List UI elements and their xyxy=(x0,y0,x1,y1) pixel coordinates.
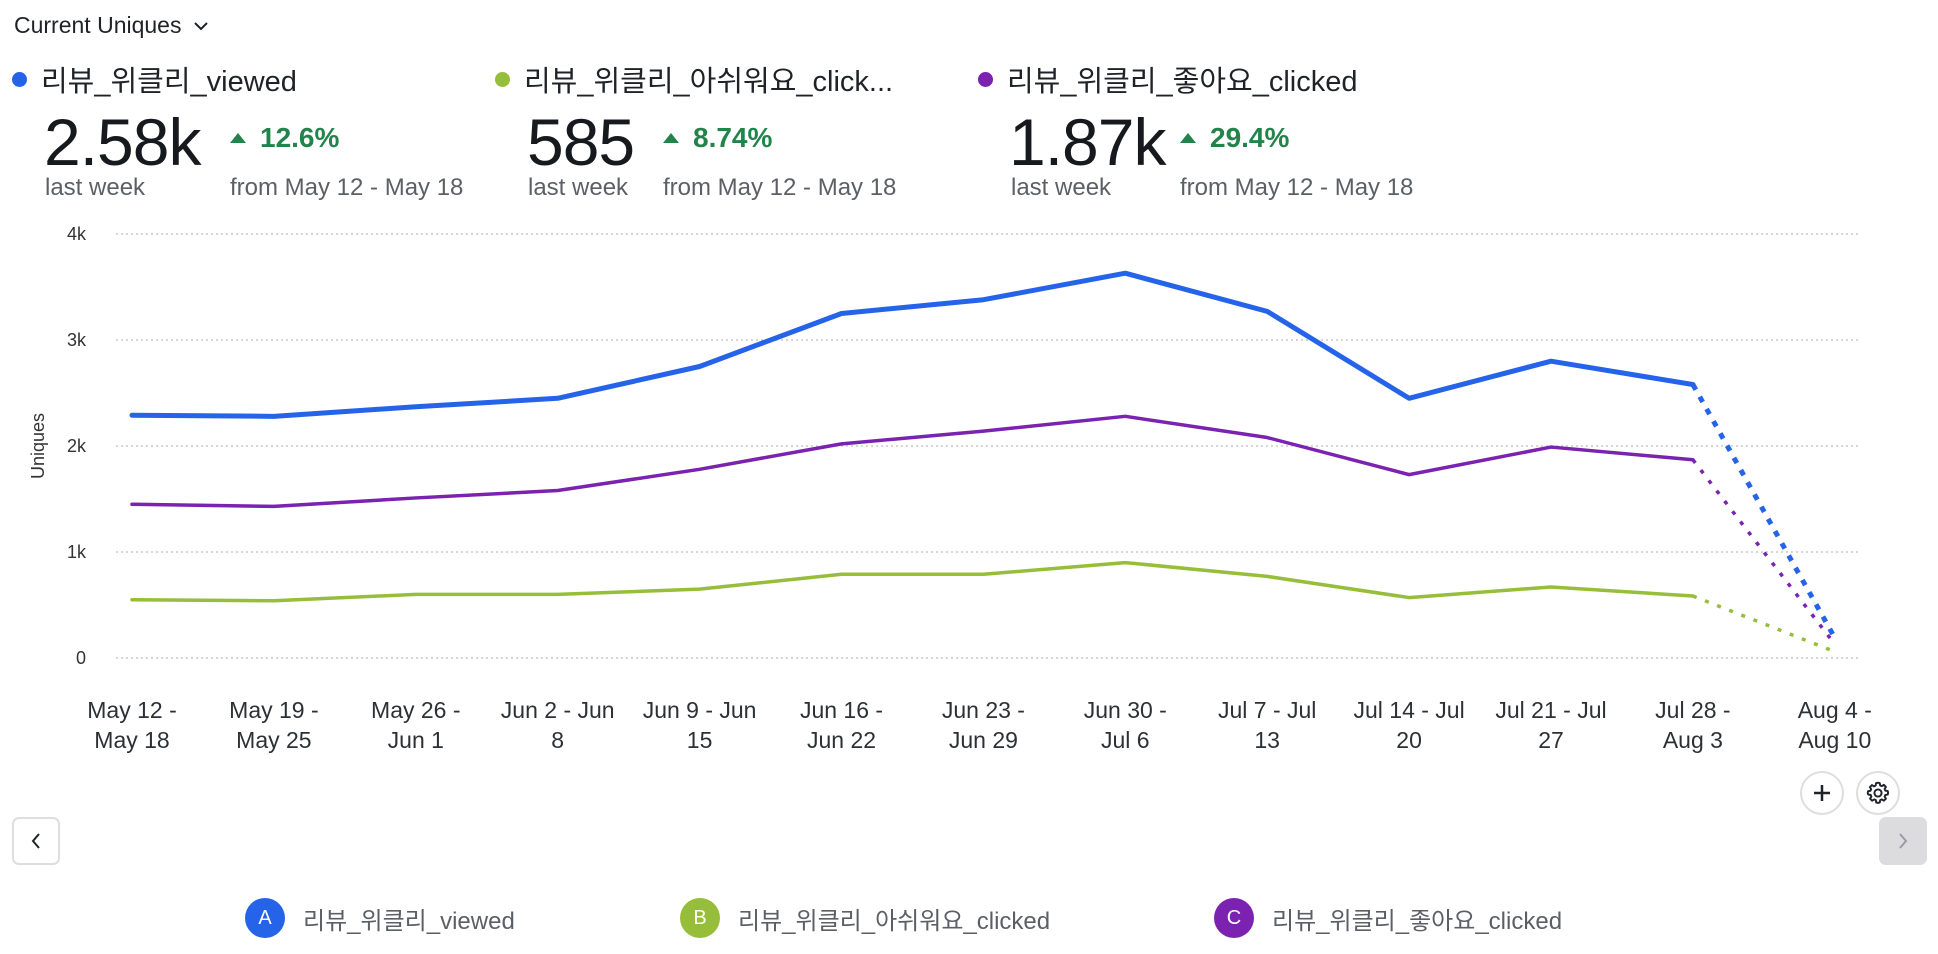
summary-compare: from May 12 - May 18 xyxy=(230,174,464,201)
series-incomplete-line xyxy=(1691,458,1837,646)
x-tick-label: Jul 7 - Jul 13 xyxy=(1218,697,1316,753)
summary-value: 2.58k xyxy=(44,105,201,179)
series-color-dot xyxy=(12,71,27,87)
series-name: 리뷰_위클리_좋아요_clicked xyxy=(1007,66,1358,98)
summary-period: last week xyxy=(528,174,629,201)
summary-delta: 8.74% xyxy=(663,122,772,154)
up-triangle-icon xyxy=(1180,133,1196,143)
metric-dropdown[interactable]: Current Uniques xyxy=(14,12,211,39)
summary-delta: 29.4% xyxy=(1180,122,1289,154)
delta-value: 29.4% xyxy=(1210,122,1290,153)
x-tick-label: Jun 23 -Jun 29 xyxy=(942,697,1025,753)
legend-item-a[interactable]: A 리뷰_위클리_viewed xyxy=(245,898,515,938)
summary-value: 1.87k xyxy=(1009,105,1166,179)
delta-value: 12.6% xyxy=(260,122,340,153)
chevron-left-icon xyxy=(31,833,40,849)
y-tick-label: 3k xyxy=(67,330,87,350)
summary-value: 585 xyxy=(527,105,635,179)
line-chart: 0 1k 2k 3k 4k Uniques May 12 -May 18 May 19 -… xyxy=(28,224,1872,753)
x-tick-label: Jun 30 -Jul 6 xyxy=(1084,697,1167,753)
series-line xyxy=(129,270,1696,419)
legend-badge: B xyxy=(680,898,720,938)
x-tick-label: Jul 21 - Jul 27 xyxy=(1495,697,1606,753)
legend-label: 리뷰_위클리_좋아요_clicked xyxy=(1272,907,1563,935)
summary-period: last week xyxy=(1011,174,1112,201)
delta-value: 8.74% xyxy=(693,122,773,153)
up-triangle-icon xyxy=(663,133,679,143)
summary-compare: from May 12 - May 18 xyxy=(663,174,897,201)
legend-badge: C xyxy=(1214,898,1254,938)
x-tick-label: May 12 -May 18 xyxy=(87,697,176,753)
x-tick-label: Jul 28 -Aug 3 xyxy=(1655,697,1730,753)
legend-label: 리뷰_위클리_viewed xyxy=(303,907,515,935)
summary-period: last week xyxy=(45,174,146,201)
x-tick-label: Aug 4 -Aug 10 xyxy=(1798,697,1872,753)
chevron-right-icon xyxy=(1899,833,1908,849)
legend-badge: A xyxy=(245,898,285,938)
series-incomplete-line xyxy=(1692,594,1836,654)
series-color-dot xyxy=(495,71,510,87)
legend-item-c[interactable]: C 리뷰_위클리_좋아요_clicked xyxy=(1214,898,1562,938)
y-tick-label: 1k xyxy=(67,542,87,562)
x-tick-label: Jun 16 -Jun 22 xyxy=(800,697,883,753)
y-axis-label: Uniques xyxy=(28,413,48,479)
y-tick-label: 2k xyxy=(67,436,87,456)
chevron-down-icon xyxy=(194,21,209,30)
metric-dropdown-label: Current Uniques xyxy=(14,12,182,38)
summary-series-b: 리뷰_위클리_아쉬워요_click... xyxy=(495,58,893,100)
series-color-dot xyxy=(978,71,993,87)
series-name: 리뷰_위클리_아쉬워요_click... xyxy=(524,66,894,98)
x-tick-label: Jul 14 - Jul 20 xyxy=(1353,697,1464,753)
summary-delta: 12.6% xyxy=(230,122,339,154)
x-tick-label: Jun 2 - Jun 8 xyxy=(501,697,615,753)
x-tick-label: May 26 -Jun 1 xyxy=(371,697,460,753)
summary-compare: from May 12 - May 18 xyxy=(1180,174,1414,201)
series-name: 리뷰_위클리_viewed xyxy=(41,66,297,98)
series-incomplete-line xyxy=(1690,383,1837,640)
add-button[interactable] xyxy=(1800,771,1844,815)
gear-icon xyxy=(1866,781,1890,804)
series-line xyxy=(130,414,1695,509)
plus-icon xyxy=(1814,785,1830,801)
settings-button[interactable] xyxy=(1856,771,1900,815)
y-tick-label: 0 xyxy=(76,648,86,668)
legend-label: 리뷰_위클리_아쉬워요_clicked xyxy=(738,907,1051,935)
up-triangle-icon xyxy=(230,133,246,143)
summary-series-c: 리뷰_위클리_좋아요_clicked xyxy=(978,58,1357,100)
y-tick-label: 4k xyxy=(67,224,87,244)
next-page-button[interactable] xyxy=(1879,817,1927,865)
x-tick-label: Jun 9 - Jun 15 xyxy=(643,697,757,753)
prev-page-button[interactable] xyxy=(12,817,60,865)
series-line xyxy=(130,560,1695,603)
legend-item-b[interactable]: B 리뷰_위클리_아쉬워요_clicked xyxy=(680,898,1050,938)
summary-series-a: 리뷰_위클리_viewed xyxy=(12,58,297,100)
x-tick-label: May 19 -May 25 xyxy=(229,697,318,753)
